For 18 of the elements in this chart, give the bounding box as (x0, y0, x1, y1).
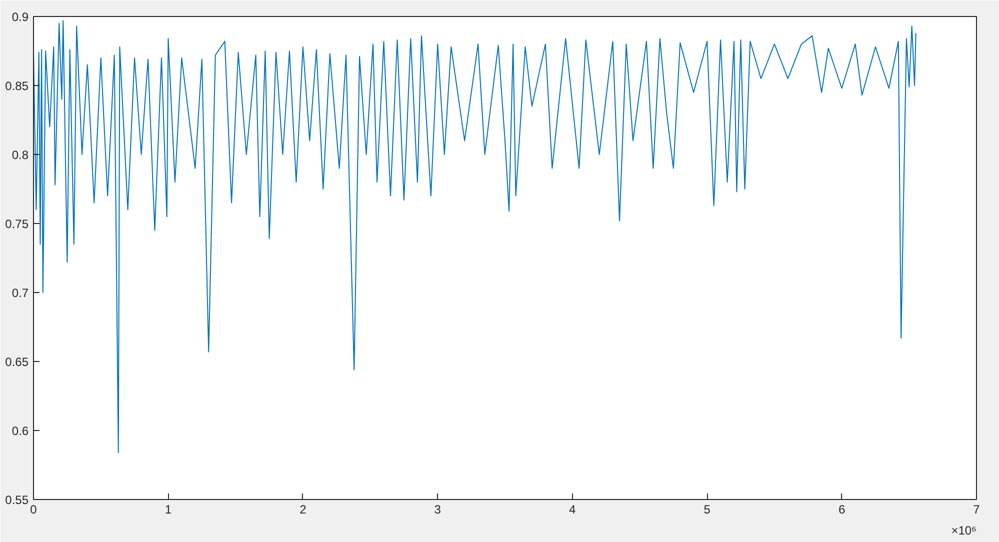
y-tick-label: 0.75 (5, 217, 29, 231)
line-series (34, 20, 916, 454)
x-tick-label: 1 (164, 502, 172, 516)
y-tick-label: 0.8 (12, 148, 29, 162)
x-tick-label: 6 (838, 502, 846, 516)
y-tick-label: 0.7 (12, 286, 29, 300)
y-tick-label: 0.65 (5, 355, 29, 369)
text: ×10⁶ (951, 524, 977, 538)
x-tick-label: 2 (300, 502, 307, 516)
x-tick-label: 0 (30, 502, 38, 516)
x-tick-label: 3 (434, 502, 442, 516)
y-tick-label: 0.9 (12, 10, 29, 24)
y-tick-label: 0.55 (5, 493, 29, 507)
x-tick-label: 4 (569, 502, 576, 516)
y-tick-label: 0.85 (5, 79, 29, 93)
x-tick-label: 7 (973, 502, 980, 516)
y-tick-label: 0.6 (12, 424, 29, 438)
x-tick-label: 5 (704, 502, 711, 516)
